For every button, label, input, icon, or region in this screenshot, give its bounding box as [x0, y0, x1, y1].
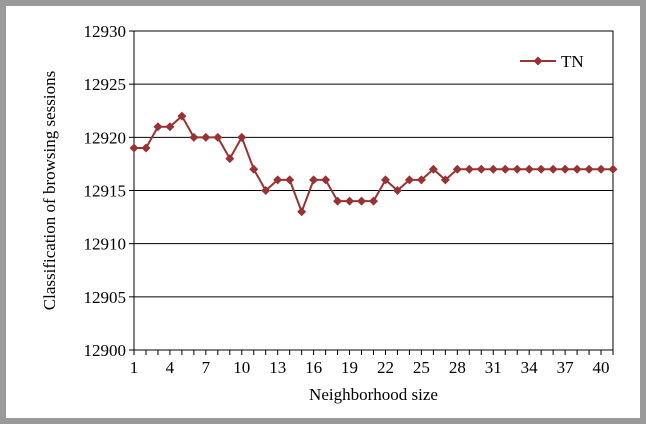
y-tick-label: 12925	[84, 75, 127, 94]
data-point	[261, 186, 271, 195]
data-point	[225, 154, 235, 164]
data-point	[500, 164, 510, 174]
y-axis-label: Classification of browsing sessions	[40, 71, 59, 310]
x-tick-label: 1	[130, 358, 139, 377]
x-tick-label: 10	[233, 358, 250, 377]
data-point	[189, 132, 199, 142]
data-point	[404, 175, 414, 185]
data-point	[201, 132, 211, 142]
data-point	[440, 175, 450, 185]
data-point	[309, 175, 319, 185]
x-tick-label: 40	[593, 358, 610, 377]
data-point	[608, 164, 618, 174]
gridlines	[134, 30, 613, 351]
data-point	[428, 164, 438, 174]
data-point	[333, 196, 343, 206]
series-group	[129, 111, 618, 217]
data-point	[165, 122, 175, 132]
data-point	[273, 175, 283, 185]
x-tick-label: 37	[557, 358, 575, 377]
x-tick-label: 34	[521, 358, 539, 377]
y-tick-label: 12910	[84, 235, 127, 254]
x-tick-label: 28	[449, 358, 466, 377]
data-point	[524, 164, 534, 174]
x-tick-label: 4	[166, 358, 175, 377]
y-tick-label: 12900	[84, 341, 127, 360]
data-point	[249, 164, 259, 174]
x-tick-label: 31	[485, 358, 502, 377]
data-point	[464, 164, 474, 174]
x-tick-label: 16	[305, 358, 322, 377]
data-point	[416, 175, 426, 185]
x-tick-label: 19	[341, 358, 358, 377]
data-point	[297, 207, 307, 217]
x-tick-label: 13	[269, 358, 286, 377]
data-point	[129, 143, 139, 153]
legend-marker	[533, 56, 543, 66]
data-point	[321, 175, 331, 185]
x-tick-label: 22	[377, 358, 394, 377]
data-point	[512, 164, 522, 174]
data-point	[141, 143, 151, 153]
data-point	[560, 164, 570, 174]
legend: TN	[520, 52, 584, 71]
y-tick-label: 12930	[84, 22, 127, 41]
data-point	[177, 111, 187, 121]
data-point	[213, 132, 223, 142]
data-point	[596, 164, 606, 174]
data-point	[548, 164, 558, 174]
x-tick-label: 25	[413, 358, 430, 377]
data-point	[369, 196, 378, 206]
data-point	[153, 122, 163, 132]
data-point	[488, 164, 498, 174]
data-point	[572, 164, 582, 174]
y-tick-label: 12905	[84, 288, 127, 307]
data-point	[380, 175, 390, 185]
x-axis-label: Neighborhood size	[309, 385, 438, 404]
x-axis-ticks: 1 4 7 10 13 16 19 22 25 28 31 34 37 40	[130, 350, 614, 377]
y-tick-label: 12915	[84, 182, 127, 201]
x-tick-label: 7	[202, 358, 211, 377]
data-point	[536, 164, 546, 174]
data-point	[345, 196, 355, 206]
data-point	[285, 175, 295, 185]
data-point	[584, 164, 594, 174]
legend-label-tn: TN	[561, 52, 584, 71]
y-axis-ticks: 12900 12905 12910 12915 12920 12925 12930	[84, 22, 134, 360]
data-point	[357, 196, 367, 206]
y-tick-label: 12920	[84, 128, 127, 147]
data-point	[476, 164, 486, 174]
data-point	[237, 132, 247, 142]
data-point	[452, 164, 462, 174]
data-point	[392, 186, 402, 195]
